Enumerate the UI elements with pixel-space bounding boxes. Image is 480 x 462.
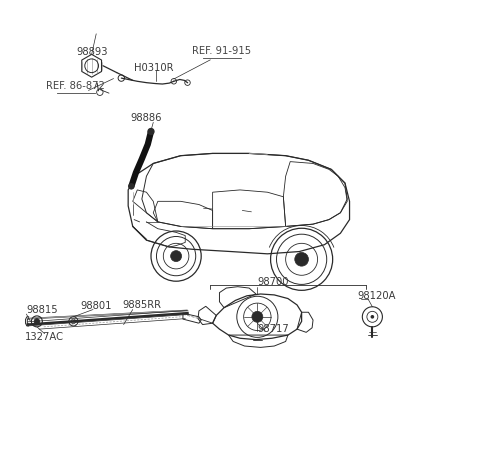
Circle shape (34, 319, 40, 324)
Circle shape (295, 252, 309, 266)
Text: 98893: 98893 (76, 47, 108, 57)
Text: 98886: 98886 (131, 113, 162, 123)
Text: 98700: 98700 (257, 277, 288, 287)
Text: 98120A: 98120A (358, 291, 396, 301)
Text: 98717: 98717 (257, 324, 289, 334)
Text: H0310R: H0310R (133, 62, 173, 73)
Text: REF. 91-915: REF. 91-915 (192, 46, 252, 56)
Text: 1327AC: 1327AC (25, 332, 64, 342)
Circle shape (128, 183, 134, 189)
Circle shape (252, 311, 263, 322)
Text: 98801: 98801 (81, 301, 112, 311)
Circle shape (371, 315, 374, 319)
Text: 9885RR: 9885RR (122, 300, 161, 310)
Circle shape (170, 250, 181, 261)
Text: 98815: 98815 (26, 304, 58, 315)
Circle shape (147, 128, 155, 135)
Text: REF. 86-872: REF. 86-872 (46, 81, 105, 91)
